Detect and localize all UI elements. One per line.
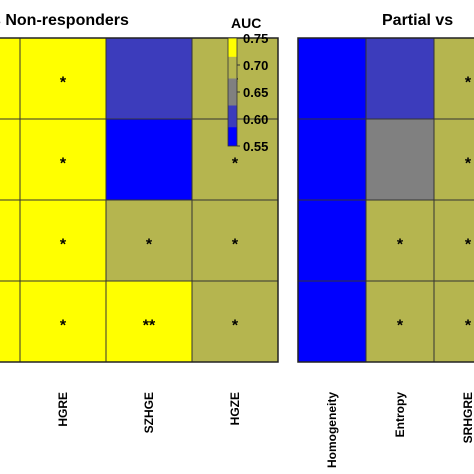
significance-label: * (232, 237, 239, 254)
significance-label: * (397, 237, 404, 254)
significance-label: * (232, 156, 239, 173)
colorbar-tick-label: 0.55 (243, 139, 268, 154)
right-title: Partial vs (382, 12, 453, 29)
heatmap-cell (0, 280, 21, 363)
heatmap-cell (297, 199, 367, 282)
heatmap-cell (365, 37, 435, 120)
significance-label: * (60, 318, 67, 335)
colorbar-tick-label: 0.65 (243, 85, 268, 100)
heatmap-right: * * * * * * Homogeneity Entropy SRHGRE (297, 37, 474, 468)
heatmap-cell (365, 199, 435, 282)
x-tick-label: Homogeneity (325, 392, 339, 468)
colorbar-tick-label: 0.70 (243, 58, 268, 73)
significance-label: * (465, 75, 472, 92)
significance-label: * (232, 318, 239, 335)
heatmap-cell (105, 199, 193, 282)
significance-label: ** (143, 318, 156, 335)
heatmap-cell (0, 37, 21, 120)
colorbar-tick-label: 0.75 (243, 31, 268, 46)
x-tick-label: SRHGRE (461, 392, 474, 443)
heatmap-cell (105, 37, 193, 120)
heatmap-cell (433, 118, 474, 201)
heatmap-cell (19, 280, 107, 363)
left-title: s Non-responders (0, 12, 129, 29)
colorbar-segment (228, 127, 237, 146)
significance-label: * (60, 156, 67, 173)
significance-label: * (465, 237, 472, 254)
colorbar-segment (228, 38, 237, 57)
heatmap-border (0, 37, 279, 363)
x-tick-label: HGZE (228, 392, 242, 425)
significance-label: * (397, 318, 404, 335)
significance-label: * (146, 237, 153, 254)
x-tick-label: HGRE (56, 392, 70, 427)
significance-label: * (60, 237, 67, 254)
heatmap-cell (105, 280, 193, 363)
heatmap-cell (19, 199, 107, 282)
heatmap-cell (0, 118, 21, 201)
heatmap-cell (19, 37, 107, 120)
significance-label: * (465, 156, 472, 173)
colorbar-segment (228, 56, 237, 79)
heatmap-cell (297, 280, 367, 363)
heatmap-border (297, 37, 474, 363)
colorbar-segment (228, 105, 237, 128)
heatmap-cell (105, 118, 193, 201)
colorbar-title: AUC (231, 15, 261, 31)
colorbar: 0.75 0.70 0.65 0.60 0.55 (227, 31, 268, 154)
heatmap-cell (365, 118, 435, 201)
colorbar-segment (228, 78, 237, 106)
heatmap-cell (297, 37, 367, 120)
heatmap-cell (365, 280, 435, 363)
significance-label: * (60, 75, 67, 92)
heatmap-cell (433, 199, 474, 282)
colorbar-tick-label: 0.60 (243, 112, 268, 127)
x-tick-label: Entropy (393, 392, 407, 438)
heatmap-cell (297, 118, 367, 201)
significance-label: * (465, 318, 472, 335)
x-tick-label: SZHGE (142, 392, 156, 433)
heatmap-cell (433, 280, 474, 363)
heatmap-cell (0, 199, 21, 282)
